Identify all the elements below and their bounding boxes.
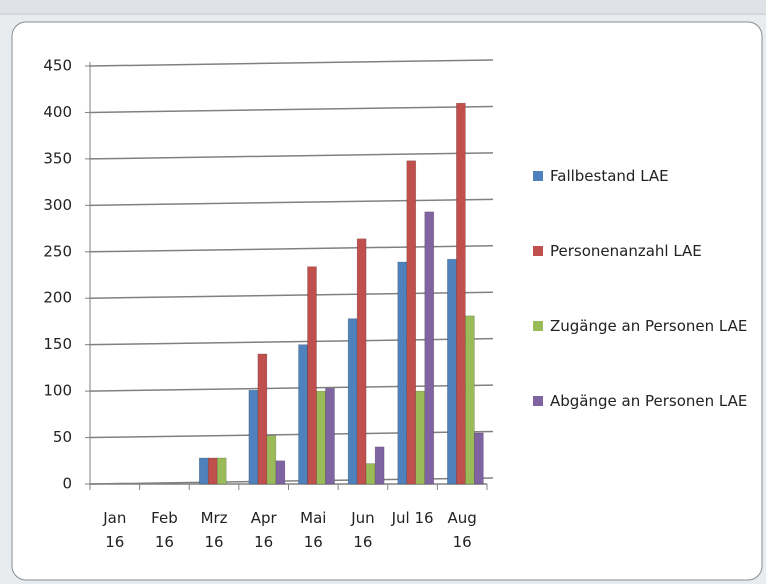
x-tick-label: Feb 16	[151, 509, 178, 551]
y-tick-label: 0	[62, 475, 72, 493]
bar	[447, 258, 457, 485]
bar	[406, 160, 417, 485]
grid-line	[89, 105, 494, 114]
bar	[356, 238, 367, 485]
bar	[474, 432, 484, 485]
bar	[216, 457, 227, 485]
grid-line	[89, 198, 494, 207]
bar	[275, 460, 286, 485]
bar	[248, 389, 259, 485]
y-tick-label: 150	[43, 335, 72, 353]
y-tick-label: 400	[43, 103, 72, 121]
bar	[207, 457, 218, 485]
x-tick-label: Mai 16	[300, 509, 327, 551]
bar	[374, 446, 385, 485]
chart-area	[11, 21, 763, 581]
y-tick-label: 350	[43, 149, 72, 167]
bar	[257, 353, 268, 485]
y-tick-label: 450	[43, 57, 72, 75]
legend-swatch	[533, 396, 543, 406]
y-tick-label: 200	[43, 289, 72, 307]
bar	[347, 318, 358, 485]
legend-label: Abgänge an Personen LAE	[550, 392, 748, 410]
y-tick-label: 300	[43, 196, 72, 214]
legend-item: Fallbestand LAE	[533, 164, 758, 188]
x-tick-label: Jul 16	[391, 509, 434, 527]
legend-item: Personenanzahl LAE	[533, 239, 758, 263]
bar	[415, 390, 426, 485]
legend-swatch	[533, 246, 543, 256]
bar	[397, 261, 408, 485]
legend-label: Personenanzahl LAE	[550, 242, 702, 260]
bar	[316, 390, 326, 485]
bar	[307, 266, 317, 485]
y-tick-label: 50	[53, 428, 72, 446]
title-strip	[0, 0, 766, 14]
bar	[465, 315, 475, 485]
bar	[424, 211, 435, 485]
bar	[365, 463, 376, 485]
x-tick-label: Apr 16	[250, 509, 277, 551]
x-tick-label: Mrz 16	[200, 509, 228, 551]
legend-item: Abgänge an Personen LAE	[533, 389, 758, 413]
bar	[298, 344, 308, 485]
legend-item: Zugänge an Personen LAE	[533, 314, 758, 338]
bar	[266, 435, 277, 485]
grid-line	[89, 59, 494, 67]
x-tick-label: Jan 16	[103, 509, 127, 551]
bar	[325, 388, 335, 485]
bar	[456, 102, 466, 485]
legend-swatch	[533, 321, 543, 331]
y-tick-label: 100	[43, 382, 72, 400]
bar	[198, 457, 209, 485]
legend-label: Zugänge an Personen LAE	[550, 317, 748, 335]
x-tick-label: Jun 16	[351, 509, 375, 551]
legend-swatch	[533, 171, 543, 181]
y-tick-label: 250	[43, 242, 72, 260]
legend-label: Fallbestand LAE	[550, 167, 669, 185]
x-tick-label: Aug 16	[447, 509, 477, 551]
grid-line	[89, 152, 494, 160]
